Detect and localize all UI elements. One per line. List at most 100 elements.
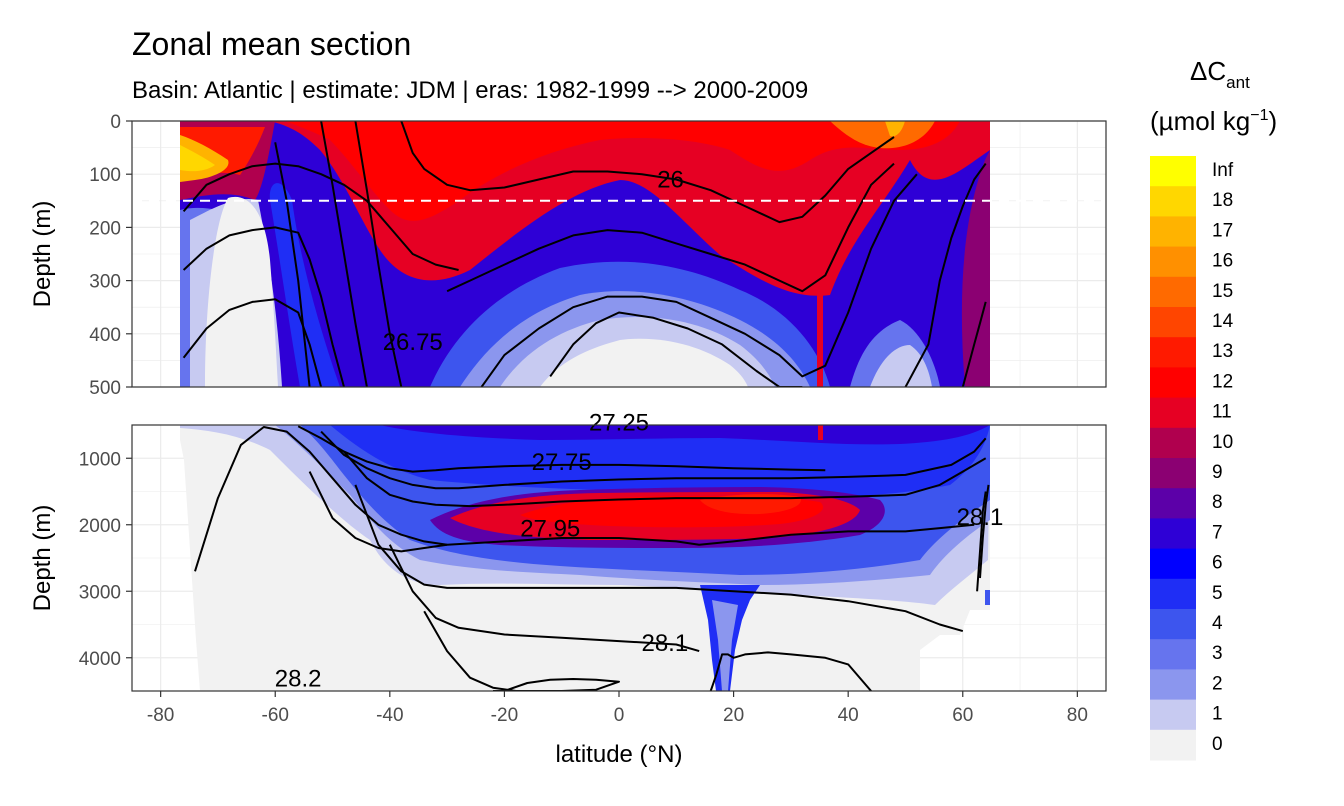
legend-swatch bbox=[1150, 397, 1196, 429]
legend-label: 16 bbox=[1212, 251, 1233, 272]
lower-field-upper-blue bbox=[330, 425, 990, 498]
upper-panel-y-axis: 0 100 200 300 400 500 bbox=[89, 112, 132, 399]
lower-panel-contour-labels: 27.25 27.75 27.95 28.1 28.2 28.1 bbox=[275, 409, 1004, 692]
legend-swatch bbox=[1150, 458, 1196, 489]
lower-field-top-indigo bbox=[380, 425, 990, 445]
legend-label: 7 bbox=[1212, 522, 1223, 543]
legend-label: 14 bbox=[1212, 311, 1234, 332]
legend-swatch bbox=[1150, 186, 1196, 217]
legend: ΔCant (µmol kg−1) Inf1817161514131211109… bbox=[1150, 56, 1277, 761]
x-tick-label: 80 bbox=[1067, 705, 1088, 726]
lower-field-north-edge bbox=[985, 590, 990, 605]
x-tick-label: -60 bbox=[262, 705, 289, 726]
y-tick-label: 400 bbox=[89, 325, 121, 346]
chart-subtitle: Basin: Atlantic | estimate: JDM | eras: … bbox=[132, 77, 808, 104]
lower-field-nadw-hot bbox=[700, 494, 801, 515]
isopycnal-line bbox=[961, 301, 987, 387]
isopycnal-line bbox=[400, 121, 895, 224]
isopycnal-line bbox=[354, 121, 403, 387]
isopycnal-line bbox=[493, 678, 620, 691]
contour-label: 28.2 bbox=[275, 665, 322, 692]
isopycnal-line bbox=[194, 426, 448, 572]
isopycnal-line bbox=[320, 121, 368, 387]
legend-swatch bbox=[1150, 669, 1196, 701]
isopycnal-line bbox=[388, 544, 700, 653]
isopycnal-line bbox=[979, 484, 990, 579]
x-tick-label: 20 bbox=[723, 705, 744, 726]
upper-field-north-yellow bbox=[885, 121, 905, 137]
upper-y-axis-title: Depth (m) bbox=[29, 201, 56, 308]
upper-field-red-core bbox=[285, 121, 960, 221]
legend-label: 6 bbox=[1212, 553, 1223, 574]
legend-swatch bbox=[1150, 276, 1196, 308]
isopycnal-line bbox=[709, 651, 872, 691]
y-tick-label: 100 bbox=[89, 165, 121, 186]
upper-field-north-pale bbox=[870, 345, 932, 387]
lower-panel-y-axis: 1000 2000 3000 4000 bbox=[79, 449, 132, 670]
legend-label: Inf bbox=[1212, 160, 1234, 181]
contour-label: 27.25 bbox=[589, 409, 649, 436]
upper-field-blue-band bbox=[269, 183, 340, 387]
lower-panel-isopycnals bbox=[194, 425, 990, 691]
y-tick-label: 300 bbox=[89, 272, 121, 293]
y-tick-label: 1000 bbox=[79, 449, 121, 470]
y-tick-label: 2000 bbox=[79, 516, 121, 537]
legend-swatch bbox=[1150, 548, 1196, 580]
isopycnal-line bbox=[423, 610, 517, 691]
upper-field-central-white bbox=[540, 338, 748, 387]
x-axis-title: latitude (°N) bbox=[556, 741, 683, 768]
contour-label: 27.75 bbox=[532, 449, 592, 476]
legend-swatch bbox=[1150, 307, 1196, 338]
legend-label: 5 bbox=[1212, 583, 1223, 604]
legend-label: 17 bbox=[1212, 220, 1233, 241]
legend-swatch bbox=[1150, 609, 1196, 640]
isopycnal-line bbox=[354, 484, 964, 633]
contour-label: 28.1 bbox=[641, 630, 688, 657]
legend-swatch bbox=[1150, 337, 1196, 368]
legend-swatch bbox=[1150, 639, 1196, 670]
y-tick-label: 3000 bbox=[79, 582, 121, 603]
upper-field-north-orange bbox=[830, 121, 935, 149]
isopycnal-line bbox=[343, 450, 987, 508]
isopycnal-line bbox=[182, 226, 345, 387]
isopycnal-line bbox=[320, 430, 987, 490]
legend-label: 2 bbox=[1212, 673, 1223, 694]
isopycnal-line bbox=[446, 162, 895, 293]
legend-swatch bbox=[1150, 427, 1196, 459]
y-tick-label: 500 bbox=[89, 378, 121, 399]
contour-label: 28.1 bbox=[957, 504, 1004, 531]
legend-label: 15 bbox=[1212, 281, 1233, 302]
legend-swatch bbox=[1150, 699, 1196, 731]
legend-label: 9 bbox=[1212, 462, 1223, 483]
legend-swatch bbox=[1150, 367, 1196, 399]
x-axis: -80 -60 -40 -20 0 20 40 60 80 bbox=[147, 691, 1088, 726]
upper-panel-field bbox=[180, 121, 990, 387]
lower-y-axis-title: Depth (m) bbox=[29, 505, 56, 612]
legend-label: 13 bbox=[1212, 341, 1233, 362]
isopycnal-line bbox=[976, 491, 987, 592]
isopycnal-line bbox=[480, 173, 918, 387]
x-tick-label: 0 bbox=[614, 705, 625, 726]
lower-field-deep-plume-core bbox=[712, 600, 738, 691]
contour-label: 27.95 bbox=[520, 516, 580, 543]
legend-swatch bbox=[1150, 518, 1196, 550]
y-tick-label: 4000 bbox=[79, 649, 121, 670]
isopycnal-line bbox=[274, 142, 311, 387]
legend-swatch bbox=[1150, 216, 1196, 248]
legend-swatch bbox=[1150, 729, 1196, 761]
lower-field-red-streak bbox=[818, 425, 823, 440]
contour-label: 26 bbox=[657, 167, 684, 194]
legend-label: 0 bbox=[1212, 734, 1223, 755]
legend-swatch bbox=[1150, 246, 1196, 278]
x-tick-label: -80 bbox=[147, 705, 174, 726]
isopycnal-line bbox=[549, 311, 803, 387]
y-tick-label: 200 bbox=[89, 218, 121, 239]
x-tick-label: 60 bbox=[952, 705, 973, 726]
upper-panel: 26 26.75 0 100 200 300 400 500 Depth (m) bbox=[29, 112, 1107, 399]
legend-swatch bbox=[1150, 488, 1196, 519]
legend-label: 1 bbox=[1212, 704, 1223, 725]
isopycnal-line bbox=[904, 163, 987, 387]
legend-label: 3 bbox=[1212, 643, 1223, 664]
x-tick-label: 40 bbox=[838, 705, 859, 726]
